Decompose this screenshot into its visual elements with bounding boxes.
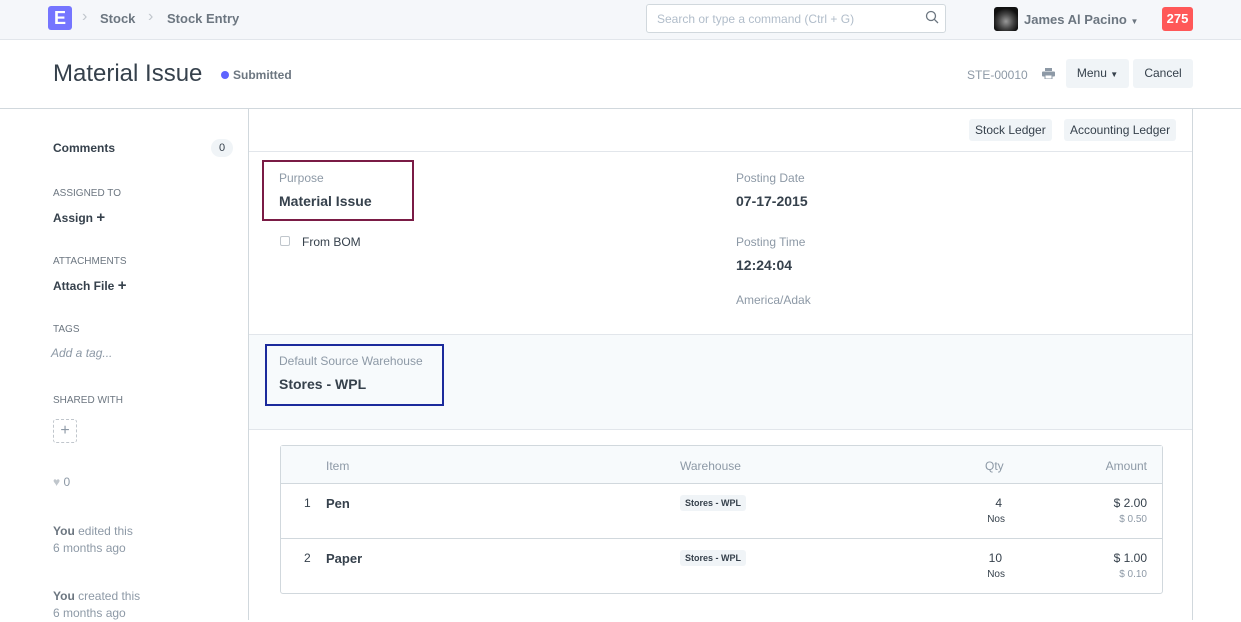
search-placeholder: Search or type a command (Ctrl + G) [657,12,855,26]
menu-label: Menu [1076,66,1107,80]
activity-item: You created this 6 months ago [53,588,140,622]
comments-link[interactable]: Comments [53,141,116,155]
document-name: STE-00010 [967,68,1028,82]
qty: 4 [995,496,1002,510]
table-row[interactable]: 1 Pen Stores - WPL 4 Nos $ 2.00 $ 0.50 [281,483,1162,538]
menu-button[interactable]: Menu ▼ [1066,59,1129,88]
form-area: Stock Ledger Accounting Ledger Purpose M… [248,109,1193,620]
source-warehouse-value: Stores - WPL [279,376,367,392]
activity-user: You [53,589,75,603]
uom: Nos [987,514,1005,525]
print-icon[interactable] [1042,68,1055,79]
source-warehouse-label: Default Source Warehouse [279,354,423,368]
posting-time-label: Posting Time [736,235,806,249]
warehouse-chip: Stores - WPL [680,495,747,511]
tags-heading: Tags [53,324,80,335]
purpose-value: Material Issue [279,193,372,209]
column-header: Item [326,459,350,473]
column-header: Qty [985,459,1004,473]
column-header: Warehouse [680,459,741,473]
posting-date-value: 07-17-2015 [736,193,808,209]
heart-icon: ♥ [53,475,61,489]
status-badge: Submitted [221,68,292,82]
like-count: 0 [63,475,71,489]
activity-user: You [53,524,75,538]
caret-down-icon: ▼ [1130,17,1139,26]
attachments-heading: Attachments [53,256,127,267]
items-table: Item Warehouse Qty Amount 1 Pen Stores -… [280,445,1163,594]
warehouse-chip: Stores - WPL [680,550,747,566]
caret-down-icon: ▼ [1110,70,1119,79]
row-index: 2 [304,551,311,565]
stock-ledger-button[interactable]: Stock Ledger [969,119,1052,141]
from-bom-label: From BOM [302,235,361,249]
avatar[interactable] [994,7,1018,31]
assign-link[interactable]: Assign + [53,209,105,226]
attach-file-label: Attach File [53,279,115,293]
rate: $ 0.10 [1119,569,1147,580]
accounting-ledger-button[interactable]: Accounting Ledger [1064,119,1177,141]
plus-icon: + [117,277,127,294]
item-name: Pen [326,496,350,511]
purpose-label: Purpose [279,171,324,185]
chevron-right-icon: › [82,8,88,25]
qty: 10 [988,551,1002,565]
user-menu[interactable]: James Al Pacino ▼ [1024,12,1138,27]
amount: $ 1.00 [1113,551,1147,565]
attach-file-link[interactable]: Attach File + [53,277,126,294]
breadcrumb-stock-entry[interactable]: Stock Entry [167,11,240,26]
plus-icon: + [96,209,106,226]
table-row[interactable]: 2 Paper Stores - WPL 10 Nos $ 1.00 $ 0.1… [281,538,1162,593]
search-input[interactable]: Search or type a command (Ctrl + G) [646,4,946,33]
row-index: 1 [304,496,311,510]
form-toolbar: Stock Ledger Accounting Ledger [249,109,1192,152]
timezone: America/Adak [736,293,811,307]
breadcrumb-stock[interactable]: Stock [100,11,136,26]
warehouse-highlight [265,344,444,406]
warehouse-section [249,334,1192,430]
like-button[interactable]: ♥ 0 [53,475,70,489]
navbar: E › Stock › Stock Entry Search or type a… [0,0,1241,40]
item-name: Paper [326,551,363,566]
add-tag-input[interactable]: Add a tag... [51,346,113,360]
column-header: Amount [1105,459,1147,473]
status-dot-icon [221,71,229,79]
cancel-button[interactable]: Cancel [1133,59,1193,88]
chevron-right-icon: › [148,8,154,25]
app-logo[interactable]: E [48,6,72,30]
purpose-highlight [262,160,414,221]
shared-with-heading: Shared With [53,395,123,406]
notifications-badge[interactable]: 275 [1162,7,1193,31]
activity-item: You edited this 6 months ago [53,523,133,557]
activity-text: edited this [74,524,133,538]
assigned-to-heading: Assigned To [53,188,121,199]
uom: Nos [987,569,1005,580]
divider [0,108,1241,109]
activity-time: 6 months ago [53,541,126,555]
page-title: Material Issue [53,60,203,87]
search-icon [925,10,939,24]
posting-time-value: 12:24:04 [736,257,793,273]
user-name: James Al Pacino [1024,12,1127,27]
rate: $ 0.50 [1119,514,1147,525]
assign-label: Assign [53,211,94,225]
status-text: Submitted [233,68,292,82]
from-bom-checkbox[interactable] [280,236,290,246]
activity-time: 6 months ago [53,606,126,620]
share-add-button[interactable]: + [53,419,77,443]
table-header: Item Warehouse Qty Amount [281,446,1162,483]
posting-date-label: Posting Date [736,171,805,185]
activity-text: created this [74,589,141,603]
comment-count: 0 [211,139,233,157]
amount: $ 2.00 [1113,496,1147,510]
